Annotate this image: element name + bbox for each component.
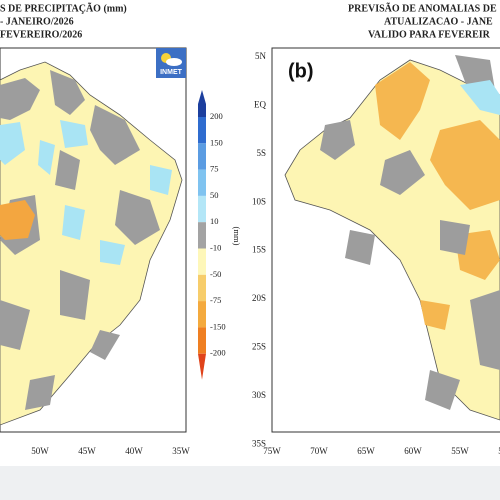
x-tick-label: 35W (172, 446, 190, 456)
logo-text: INMET (160, 69, 183, 76)
x-tick-label: 40W (125, 446, 143, 456)
colorbar-segment (198, 195, 206, 223)
colorbar-label: 50 (210, 190, 219, 200)
colorbar-label: -10 (210, 242, 221, 252)
colorbar-label: 75 (210, 164, 219, 174)
logo-cloud (166, 58, 182, 66)
title-line: S DE PRECIPITAÇÃO (mm) (0, 2, 127, 14)
colorbar-label: -200 (210, 348, 226, 358)
title-line: PREVISÃO DE ANOMALIAS DE (348, 2, 497, 14)
colorbar-label: -75 (210, 295, 221, 305)
colorbar-segment (198, 143, 206, 170)
colorbar-segment (198, 327, 206, 354)
colorbar-unit: (mm) (232, 227, 242, 246)
blue-areas (0, 120, 172, 265)
y-tick-label: 25S (252, 341, 266, 351)
x-tick-label: 75W (263, 446, 281, 456)
panel-label: (b) (288, 60, 314, 82)
gray-areas (0, 70, 160, 410)
y-tick-label: 15S (252, 245, 266, 255)
colorbar-segment (198, 274, 206, 302)
colorbar-segment (198, 248, 206, 275)
title-line: ATUALIZACAO - JANE (384, 16, 493, 27)
orange-areas (375, 62, 500, 330)
y-tick-label: 5S (256, 148, 266, 158)
x-tick-label: 50W (498, 446, 500, 456)
colorbar-segment (198, 104, 206, 117)
colorbar-label: -150 (210, 321, 226, 331)
x-tick-label: 45W (78, 446, 96, 456)
colorbar-segment (198, 301, 206, 328)
y-tick-label: 10S (252, 196, 266, 206)
right-map (271, 47, 500, 433)
left-title: S DE PRECIPITAÇÃO (mm) - JANEIRO/2026 FEVE… (0, 2, 127, 40)
left-map: INMET (0, 47, 187, 433)
y-tick-label: EQ (254, 99, 266, 109)
title-line: FEVEREIRO/2026 (0, 29, 82, 40)
colorbar-segment (198, 222, 206, 249)
right-y-axis: 5N EQ 5S 10S 15S 20S 25S 30S 35S (252, 51, 267, 448)
left-x-axis: 50W 45W 40W 35W (31, 446, 190, 456)
y-tick-label: 30S (252, 390, 266, 400)
orange-area (0, 200, 35, 240)
colorbar-label: 10 (210, 216, 219, 226)
blue-area (460, 80, 500, 115)
title-line: VALIDO PARA FEVEREIR (368, 29, 491, 40)
colorbar-label: 200 (210, 111, 223, 121)
x-tick-label: 55W (451, 446, 469, 456)
colorbar-label: -50 (210, 269, 221, 279)
right-title: PREVISÃO DE ANOMALIAS DE ATUALIZACAO - JA… (348, 2, 497, 40)
x-tick-label: 65W (357, 446, 375, 456)
x-tick-label: 70W (310, 446, 328, 456)
colorbar-segment (198, 117, 206, 144)
right-x-axis: 75W 70W 65W 60W 55W 50W (263, 446, 500, 456)
y-tick-label: 35S (252, 438, 266, 448)
title-line: - JANEIRO/2026 (0, 16, 74, 27)
footer-band (0, 466, 500, 500)
colorbar-top (198, 90, 206, 104)
colorbar-label: 150 (210, 137, 223, 147)
y-tick-label: 20S (252, 293, 266, 303)
x-tick-label: 50W (31, 446, 49, 456)
y-tick-label: 5N (255, 51, 267, 61)
colorbar-segment (198, 169, 206, 196)
colorbar-bottom (198, 353, 206, 380)
x-tick-label: 60W (404, 446, 422, 456)
colorbar: 200 150 75 50 10 -10 -50 -75 -150 -200 (mm) (198, 90, 242, 380)
